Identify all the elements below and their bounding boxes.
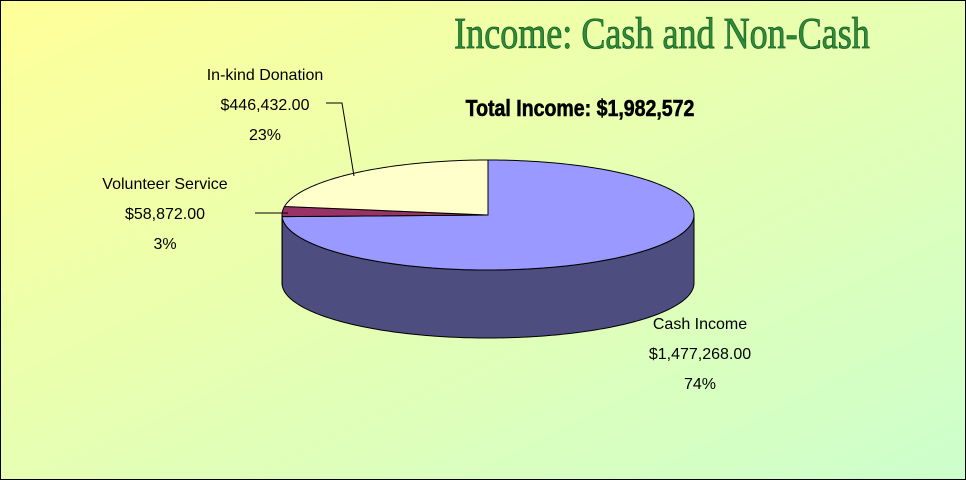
pie-slice (283, 159, 489, 216)
slice-label: Volunteer Service (102, 176, 228, 193)
percent-label: 74% (684, 376, 716, 393)
slice-label: In-kind Donation (207, 67, 324, 84)
leader-line (326, 102, 355, 177)
pie (281, 159, 695, 339)
labels: Cash Income $1,477,268.00 74% Volunteer Ser… (102, 67, 751, 393)
percent-label: 3% (153, 236, 176, 253)
chart-title: Income: Cash and Non-Cash (454, 9, 870, 58)
value-label: $1,477,268.00 (649, 346, 751, 363)
chart-subtitle: Total Income: $1,982,572 (466, 96, 695, 122)
slice-label: Cash Income (653, 316, 747, 333)
percent-label: 23% (249, 127, 281, 144)
value-label: $58,872.00 (125, 206, 205, 223)
value-label: $446,432.00 (221, 97, 310, 114)
